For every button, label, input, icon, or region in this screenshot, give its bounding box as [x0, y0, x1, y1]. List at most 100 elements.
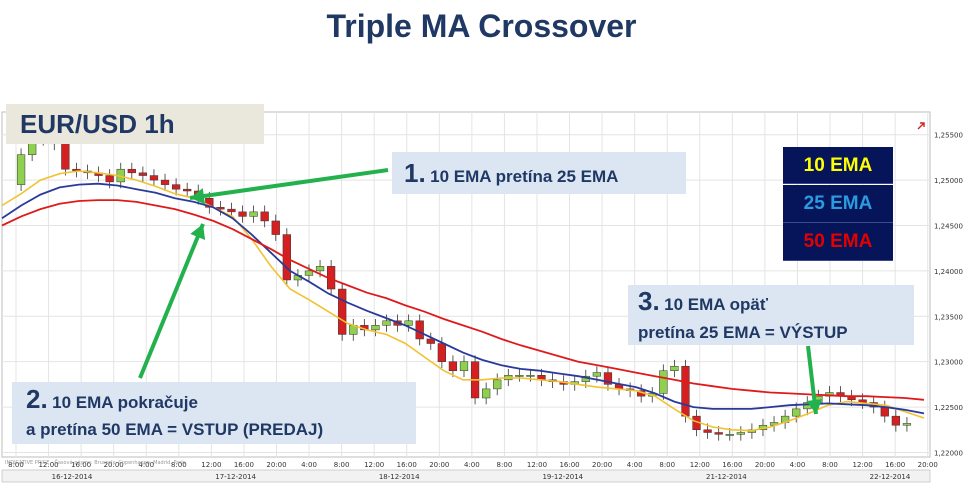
candle-body: [902, 423, 912, 426]
callout-text-line1: 10 EMA opäť: [664, 295, 769, 314]
candle-body: [659, 370, 668, 394]
y-tick-label: 1,23500: [934, 313, 963, 321]
legend-ema50: 50 EMA: [783, 223, 893, 261]
candle-body: [880, 406, 889, 417]
callout-number: 1.: [404, 158, 426, 188]
candle-body: [183, 188, 192, 192]
x-tick-label: 12:00: [690, 461, 710, 469]
x-tick-label: 16:00: [559, 461, 579, 469]
arrow-2-head: [190, 224, 206, 240]
legend-ema10: 10 EMA: [783, 147, 893, 184]
x-tick-label: 12:00: [201, 461, 221, 469]
callout-number: 3.: [638, 286, 660, 316]
callout-text-line1: 10 EMA pokračuje: [52, 393, 198, 412]
x-tick-label: 8:00: [822, 461, 838, 469]
y-tick-label: 1,23000: [934, 359, 963, 367]
x-tick-label: 20:00: [429, 461, 449, 469]
candle-body: [61, 143, 70, 170]
y-tick-label: 1,25000: [934, 177, 963, 185]
x-tick-label: 16:00: [71, 461, 91, 469]
y-tick-label: 1,25500: [934, 132, 963, 140]
candle-body: [725, 434, 734, 436]
candle-body: [426, 338, 435, 344]
x-tick-label: 12:00: [38, 461, 58, 469]
candle-body: [138, 172, 148, 176]
candle-body: [338, 288, 347, 335]
callout-entry: 2. 10 EMA pokračuje a pretína 50 EMA = V…: [12, 382, 416, 444]
candle-body: [482, 388, 491, 399]
axes: 1,25500 1,25000 1,24500 1,24000 1,23500 1,230…: [1, 132, 963, 483]
callout-text: 10 EMA pretína 25 EMA: [430, 167, 619, 186]
candle-body: [592, 372, 602, 377]
arrow-1: [189, 168, 389, 200]
candle-body: [371, 325, 380, 331]
candle-body: [149, 175, 159, 181]
ema25-line: [1, 182, 925, 415]
date-band: [1, 469, 931, 483]
x-tick-label: 4:00: [138, 461, 154, 469]
candle-body: [515, 375, 524, 377]
ema10-line: [1, 170, 925, 432]
candle-body: [459, 361, 469, 371]
candle-body: [160, 179, 170, 185]
candle-body: [448, 361, 458, 371]
x-tick-label: 4:00: [627, 461, 643, 469]
x-tick-label: 8:00: [659, 461, 675, 469]
x-tick-label: 4:00: [464, 461, 480, 469]
candle-body: [260, 211, 269, 222]
candle-body: [249, 211, 258, 217]
candle-body: [227, 208, 236, 213]
candle-body: [271, 220, 280, 235]
candle-body: [681, 365, 690, 417]
x-tick-label: 16:00: [234, 461, 254, 469]
arrow-3-head: [806, 399, 823, 414]
y-tick-label: 1,22500: [934, 404, 963, 412]
candle-body: [714, 432, 723, 435]
candle-body: [171, 184, 181, 190]
ema50-line: [1, 199, 925, 401]
x-tick-label: 8:00: [497, 461, 513, 469]
candle-body: [526, 375, 535, 377]
x-tick-label: 4:00: [790, 461, 806, 469]
candle-body: [105, 175, 114, 183]
x-tick-label: 20:00: [592, 461, 612, 469]
x-tick-label: 12:00: [364, 461, 384, 469]
expand-icon: [917, 122, 925, 130]
x-tick-label: 12:00: [853, 461, 873, 469]
annotation-arrows: [138, 168, 823, 415]
x-date-label: 18-12-2014: [379, 473, 420, 481]
x-tick-label: 20:00: [755, 461, 775, 469]
ema-lines: [1, 170, 925, 432]
candle-body: [736, 432, 745, 435]
x-tick-label: 16:00: [722, 461, 742, 469]
footer-note: INDICATIVE PRICE - Časová pásma: Brussel…: [5, 459, 186, 466]
x-date-label: 22-12-2014: [870, 473, 911, 481]
candle-body: [703, 429, 712, 433]
candle-body: [304, 270, 314, 276]
x-tick-label: 16:00: [397, 461, 417, 469]
y-tick-label: 1,24500: [934, 222, 963, 230]
candle-body: [493, 379, 502, 390]
arrow-1-head: [190, 188, 205, 204]
x-tick-label: 8:00: [8, 461, 24, 469]
x-tick-label: 8:00: [171, 461, 187, 469]
x-tick-label: 20:00: [918, 461, 938, 469]
callout-cross-10-25: 1. 10 EMA pretína 25 EMA: [392, 152, 686, 194]
candle-body: [792, 408, 801, 417]
candle-body: [382, 320, 391, 326]
y-tick-label: 1,24000: [934, 268, 963, 276]
candle-body: [891, 415, 900, 426]
x-tick-label: 20:00: [104, 461, 124, 469]
x-tick-label: 12:00: [527, 461, 547, 469]
x-tick-label: 4:00: [301, 461, 317, 469]
y-tick-label: 1,22000: [934, 449, 963, 457]
legend-ema25: 25 EMA: [783, 185, 893, 223]
page-title: Triple MA Crossover: [326, 8, 637, 44]
x-tick-label: 8:00: [334, 461, 350, 469]
candle-body: [238, 211, 247, 217]
candle-body: [16, 154, 26, 185]
candle-body: [603, 372, 613, 385]
x-tick-label: 20:00: [266, 461, 286, 469]
callout-number: 2.: [26, 384, 48, 414]
candle-body: [127, 168, 136, 174]
